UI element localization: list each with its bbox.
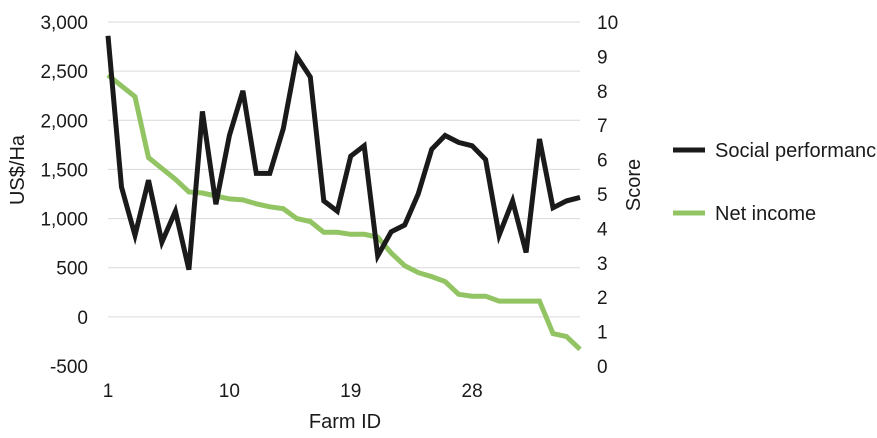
- x-tick-label: 19: [340, 381, 361, 402]
- x-axis-title: Farm ID: [309, 411, 381, 433]
- right-tick-label: 1: [597, 323, 608, 344]
- right-axis-title: Score: [623, 159, 645, 211]
- series-lines: [105, 35, 582, 352]
- left-tick-label: 2,000: [40, 111, 88, 132]
- right-tick-label: 10: [597, 13, 618, 34]
- right-axis-ticks: 0 1 2 3 4 5 6 7 8 9 10: [597, 13, 618, 378]
- left-tick-label: 1,500: [40, 160, 88, 181]
- right-tick-label: 9: [597, 47, 608, 68]
- left-axis-ticks: -500 0 500 1,000 1,500 2,000 2,500 3,000: [40, 13, 88, 378]
- x-tick-label: 28: [462, 381, 483, 402]
- right-tick-label: 0: [597, 357, 608, 378]
- series-line-net-income: [106, 73, 582, 352]
- right-tick-label: 5: [597, 185, 608, 206]
- right-tick-label: 7: [597, 116, 608, 137]
- legend: Social performance Net income: [673, 140, 877, 225]
- x-axis-ticks: 1 10 19 28: [103, 381, 483, 402]
- right-tick-label: 4: [597, 219, 608, 240]
- left-tick-label: 2,500: [40, 62, 88, 83]
- gridlines: [108, 21, 580, 318]
- right-tick-label: 2: [597, 288, 608, 309]
- x-tick-label: 1: [103, 381, 114, 402]
- legend-label-net-income: Net income: [715, 203, 816, 225]
- left-tick-label: 1,000: [40, 210, 88, 231]
- right-tick-label: 3: [597, 254, 608, 275]
- left-tick-label: 0: [77, 308, 88, 329]
- right-tick-label: 8: [597, 82, 608, 103]
- series-line-social-performance: [105, 35, 581, 271]
- left-axis-title: US$/Ha: [7, 134, 29, 205]
- x-tick-label: 10: [219, 381, 240, 402]
- left-tick-label: -500: [50, 357, 88, 378]
- left-tick-label: 500: [56, 259, 88, 280]
- right-tick-label: 6: [597, 151, 608, 172]
- legend-label-social-performance: Social performance: [715, 140, 877, 162]
- left-tick-label: 3,000: [40, 13, 88, 34]
